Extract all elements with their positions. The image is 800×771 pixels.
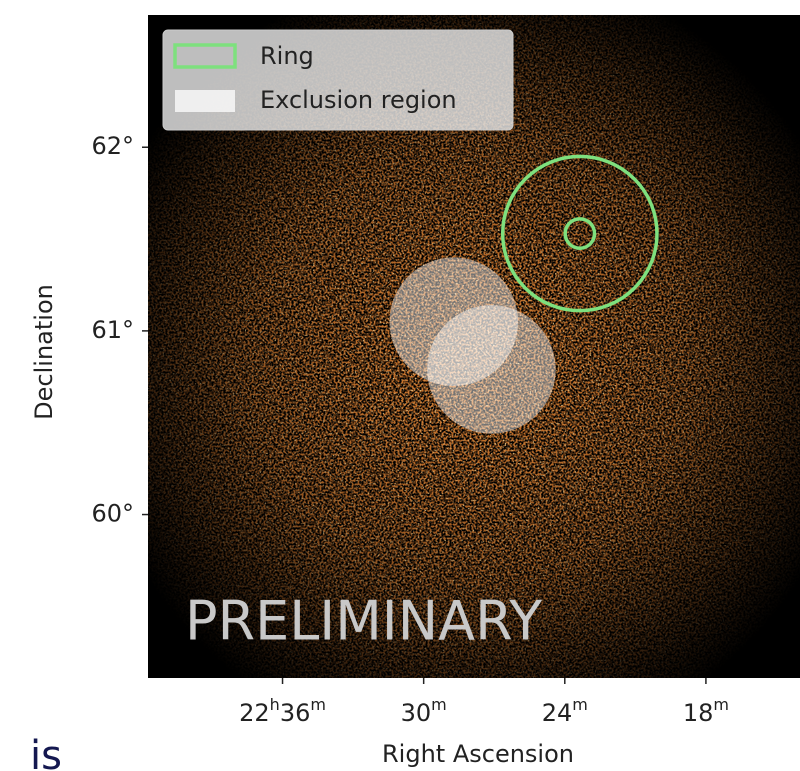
legend-swatch-exclusion: [175, 90, 235, 112]
legend-label: Ring: [260, 42, 314, 70]
page: {"chart_data": {"type": "skymap", "xlabe…: [0, 0, 800, 771]
x-tick-label: 22h36m: [239, 695, 326, 728]
x-axis-label: Right Ascension: [382, 740, 574, 768]
footer-text: is: [30, 733, 62, 771]
legend: Ring Exclusion region: [163, 30, 513, 130]
legend-label: Exclusion region: [260, 86, 457, 114]
y-tick-label: 62°: [91, 132, 134, 160]
y-axis-label: Declination: [30, 284, 58, 420]
chart: PRELIMINARY Declination Right Ascension …: [0, 0, 800, 771]
y-tick-label: 60°: [91, 500, 134, 528]
watermark: PRELIMINARY: [185, 590, 543, 653]
y-tick-label: 61°: [91, 316, 134, 344]
x-tick-label: 24m: [542, 695, 588, 728]
x-tick-label: 30m: [401, 695, 447, 728]
exclusion-region: [427, 305, 556, 434]
x-tick-label: 18m: [683, 695, 729, 728]
